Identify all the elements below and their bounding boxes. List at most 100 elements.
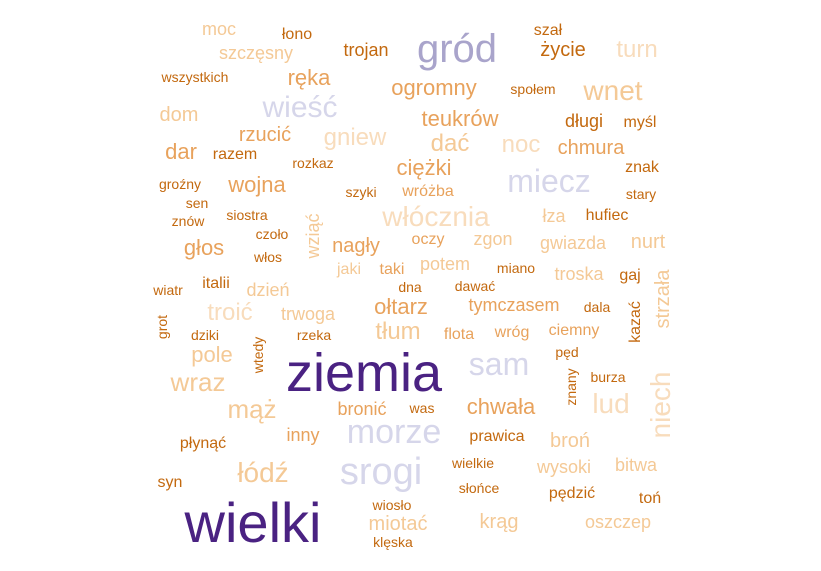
word-wnet: wnet [583, 75, 643, 106]
word-miotac: miotać [368, 513, 428, 535]
word-lza: łza [542, 206, 566, 226]
word-szczesny: szczęsny [218, 43, 294, 63]
word-nurt: nurt [630, 231, 666, 253]
word-rzeka: rzeka [296, 327, 332, 343]
word-szal: szał [533, 22, 563, 39]
word-slonce: słońce [458, 480, 500, 496]
word-razem: razem [212, 146, 258, 163]
word-lodz: łódź [237, 457, 289, 488]
word-plynac: płynąć [179, 435, 227, 452]
word-kleska: klęska [373, 534, 413, 550]
word-italii: italii [202, 275, 230, 292]
word-mysl: myśl [623, 114, 657, 131]
word-troic: troić [207, 299, 253, 326]
word-dna: dna [398, 279, 422, 295]
word-chmura: chmura [557, 137, 625, 159]
word-hufiec: hufiec [585, 207, 629, 224]
word-spolem: społem [510, 81, 556, 97]
word-wojna: wojna [228, 172, 286, 197]
word-ciemny: ciemny [548, 322, 600, 339]
word-lud: lud [592, 388, 630, 419]
word-flota: flota [443, 326, 475, 343]
word-wrozba: wróżba [402, 183, 454, 200]
word-grot: grot [154, 314, 170, 340]
word-nagly: nagły [332, 235, 380, 257]
word-inny: inny [286, 425, 320, 445]
word-pole: pole [191, 342, 233, 367]
word-gaj: gaj [619, 267, 641, 284]
word-zgon: zgon [473, 229, 513, 249]
word-sen: sen [185, 195, 209, 211]
word-wiatr: wiatr [153, 282, 183, 298]
word-prawica: prawica [469, 428, 525, 445]
word-troska: troska [554, 264, 604, 284]
word-was: was [409, 400, 435, 416]
word-noc: noc [501, 131, 541, 158]
word-moc: moc [201, 19, 237, 39]
word-wrog: wróg [494, 324, 530, 341]
word-dala: dala [583, 299, 611, 315]
word-dlugi: długi [564, 111, 604, 131]
word-morze: morze [346, 413, 442, 451]
word-trwoga: trwoga [280, 304, 336, 324]
word-ped: pęd [555, 344, 579, 360]
word-sam: sam [468, 346, 530, 382]
word-niech: niech [645, 371, 676, 439]
word-ziemia: ziemia [285, 343, 443, 403]
word-dar: dar [165, 139, 197, 164]
word-reka: ręka [287, 65, 331, 90]
word-rozkaz: rozkaz [292, 155, 334, 171]
word-bitwa: bitwa [614, 455, 658, 475]
word-znak: znak [625, 159, 659, 176]
word-ogromny: ogromny [391, 75, 477, 100]
word-wtedy: wtedy [250, 336, 266, 374]
word-miano: miano [496, 260, 536, 276]
word-jaki: jaki [336, 261, 362, 278]
word-wziac: wziąć [303, 213, 323, 259]
word-turn: turn [616, 36, 658, 63]
word-ciezki: ciężki [396, 155, 452, 180]
word-maz: mąż [227, 394, 277, 424]
word-tymczasem: tymczasem [468, 295, 560, 315]
word-dac: dać [430, 130, 470, 157]
word-wlocznia: włócznia [382, 201, 490, 232]
word-szyki: szyki [345, 184, 377, 200]
word-wiesc: wieść [262, 91, 338, 124]
word-rzucic: rzucić [238, 124, 292, 146]
word-dzien: dzień [246, 280, 290, 300]
word-gniew: gniew [323, 124, 387, 151]
word-tlum: tłum [375, 318, 421, 345]
word-glos: głos [183, 235, 225, 260]
word-bronic: bronić [337, 399, 387, 419]
word-potem: potem [419, 254, 471, 274]
word-chwala: chwała [466, 394, 536, 419]
word-siostra: siostra [226, 207, 268, 223]
word-dziki: dziki [190, 327, 220, 343]
word-wysoki: wysoki [536, 457, 592, 477]
word-zycie: życie [540, 39, 586, 61]
word-wielki: wielki [184, 491, 322, 554]
word-stary: stary [625, 186, 657, 202]
word-wielkie: wielkie [451, 455, 495, 471]
word-trojan: trojan [343, 40, 389, 60]
word-ton: toń [638, 490, 662, 507]
word-wraz: wraz [170, 367, 226, 397]
word-wszystkich: wszystkich [161, 69, 229, 85]
word-znow: znów [171, 213, 205, 229]
word-pedzic: pędzić [548, 485, 596, 502]
word-bron: broń [549, 430, 591, 452]
word-dawac: dawać [454, 278, 496, 294]
word-strzala: strzała [652, 269, 674, 329]
word-teukrow: teukrów [421, 106, 499, 131]
word-taki: taki [379, 261, 405, 278]
word-miecz: miecz [507, 163, 591, 199]
word-wioslo: wiosło [372, 497, 412, 513]
word-oltarz: ołtarz [374, 294, 428, 319]
word-wlos: włos [253, 249, 283, 265]
word-syn: syn [157, 474, 183, 491]
word-czolo: czoło [255, 226, 289, 242]
word-oczy: oczy [411, 231, 445, 248]
word-znany: znany [563, 368, 579, 406]
word-gwiazda: gwiazda [539, 233, 607, 253]
